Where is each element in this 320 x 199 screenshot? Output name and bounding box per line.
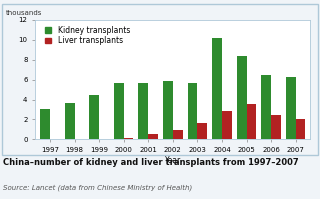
Bar bbox=[296, 119, 306, 139]
Bar bbox=[163, 81, 173, 139]
Bar bbox=[124, 138, 133, 139]
Bar bbox=[148, 134, 158, 139]
Legend: Kidney transplants, Liver transplants: Kidney transplants, Liver transplants bbox=[44, 25, 131, 46]
Bar bbox=[138, 83, 148, 139]
Bar bbox=[246, 104, 256, 139]
Bar bbox=[271, 115, 281, 139]
Bar bbox=[89, 95, 99, 139]
Bar bbox=[114, 83, 124, 139]
Text: thousands: thousands bbox=[6, 10, 43, 16]
Bar bbox=[212, 38, 222, 139]
Bar bbox=[222, 111, 232, 139]
Bar bbox=[286, 77, 296, 139]
Bar bbox=[237, 56, 246, 139]
Bar bbox=[65, 103, 75, 139]
Bar bbox=[188, 83, 197, 139]
Text: China–number of kidney and liver transplants from 1997–2007: China–number of kidney and liver transpl… bbox=[3, 158, 299, 167]
Bar bbox=[40, 109, 50, 139]
Bar bbox=[197, 123, 207, 139]
Text: Source: Lancet (data from Chinese Ministry of Health): Source: Lancet (data from Chinese Minist… bbox=[3, 184, 192, 191]
Bar bbox=[261, 75, 271, 139]
Bar bbox=[173, 130, 183, 139]
X-axis label: Year: Year bbox=[165, 156, 181, 165]
